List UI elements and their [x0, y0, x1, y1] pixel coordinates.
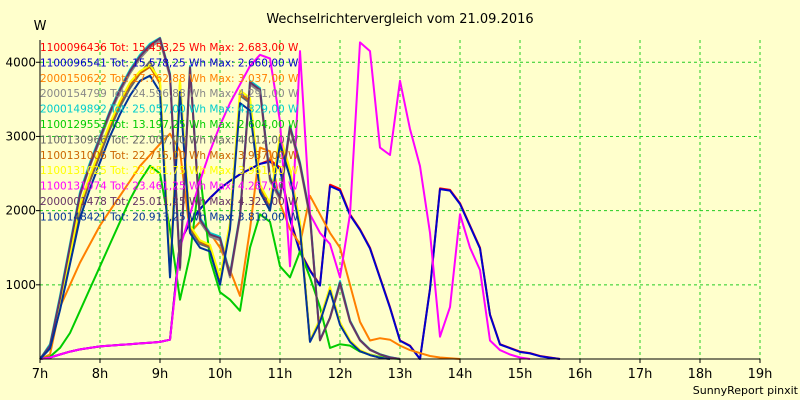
y-tick-label: 4000 [5, 55, 36, 69]
x-tick-label: 11h [268, 367, 293, 382]
x-tick-label: 7h [32, 367, 49, 382]
legend: 1100096436 Tot: 15.453,25 Wh Max: 2.683,… [40, 42, 299, 223]
grid [40, 40, 761, 359]
legend-entry: 1100131025 Tot: 22.851,75 Wh Max: 3.961,… [40, 165, 299, 177]
legend-entry: 1100129553 Tot: 13.197,25 Wh Max: 2.604,… [40, 119, 299, 131]
x-tick-label: 8h [92, 367, 109, 382]
series-line [39, 132, 461, 360]
series-line [39, 41, 531, 360]
x-tick-label: 9h [152, 367, 169, 382]
x-tick-label: 19h [748, 367, 773, 382]
y-tick-label: 1000 [5, 278, 36, 292]
series-line [39, 164, 401, 360]
axes: 1000 2000 3000 4000 7h 8h 9h 10h 11h 12h 13h 14h 15h… [5, 40, 772, 382]
legend-entry: 2000154799 Tot: 24.596,88 Wh Max: 4.291,… [40, 88, 299, 100]
x-tick-label: 12h [328, 367, 353, 382]
chart-title: Wechselrichtervergleich vom 21.09.2016 [266, 12, 533, 27]
x-tick-label: 15h [508, 367, 533, 382]
legend-entry: 1100130966 Tot: 22.007,00 Wh Max: 4.012,… [40, 134, 299, 146]
x-tick-label: 14h [448, 367, 473, 382]
y-axis-label: W [34, 19, 47, 34]
legend-entry: 2000149892 Tot: 25.057,00 Wh Max: 4.329,… [40, 104, 299, 116]
y-tick-label: 3000 [5, 129, 36, 143]
legend-entry: 1100096541 Tot: 15.578,25 Wh Max: 2.660,… [40, 57, 299, 69]
x-tick-label: 10h [208, 367, 233, 382]
series-line [39, 74, 391, 360]
x-tick-label: 17h [628, 367, 653, 382]
legend-entry: 1100148421 Tot: 20.913,25 Wh Max: 3.819,… [40, 211, 299, 223]
x-tick-label: 16h [568, 367, 593, 382]
legend-entry: 1100096436 Tot: 15.453,25 Wh Max: 2.683,… [40, 42, 299, 54]
legend-entry: 1100131006 Tot: 22.715,00 Wh Max: 3.937,… [40, 150, 299, 162]
legend-entry: 2000150622 Tot: 17.762,88 Wh Max: 3.037,… [40, 73, 299, 85]
y-tick-label: 2000 [5, 204, 36, 218]
series-lines [39, 36, 561, 360]
series-line [39, 37, 401, 360]
x-tick-label: 18h [688, 367, 713, 382]
x-tick-label: 13h [388, 367, 413, 382]
legend-entry: 1100131074 Tot: 23.461,25 Wh Max: 4.267,… [40, 181, 299, 193]
footer-credit: SunnyReport pinxit [693, 384, 799, 397]
legend-entry: 2000001478 Tot: 25.011,25 Wh Max: 4.323,… [40, 196, 299, 208]
